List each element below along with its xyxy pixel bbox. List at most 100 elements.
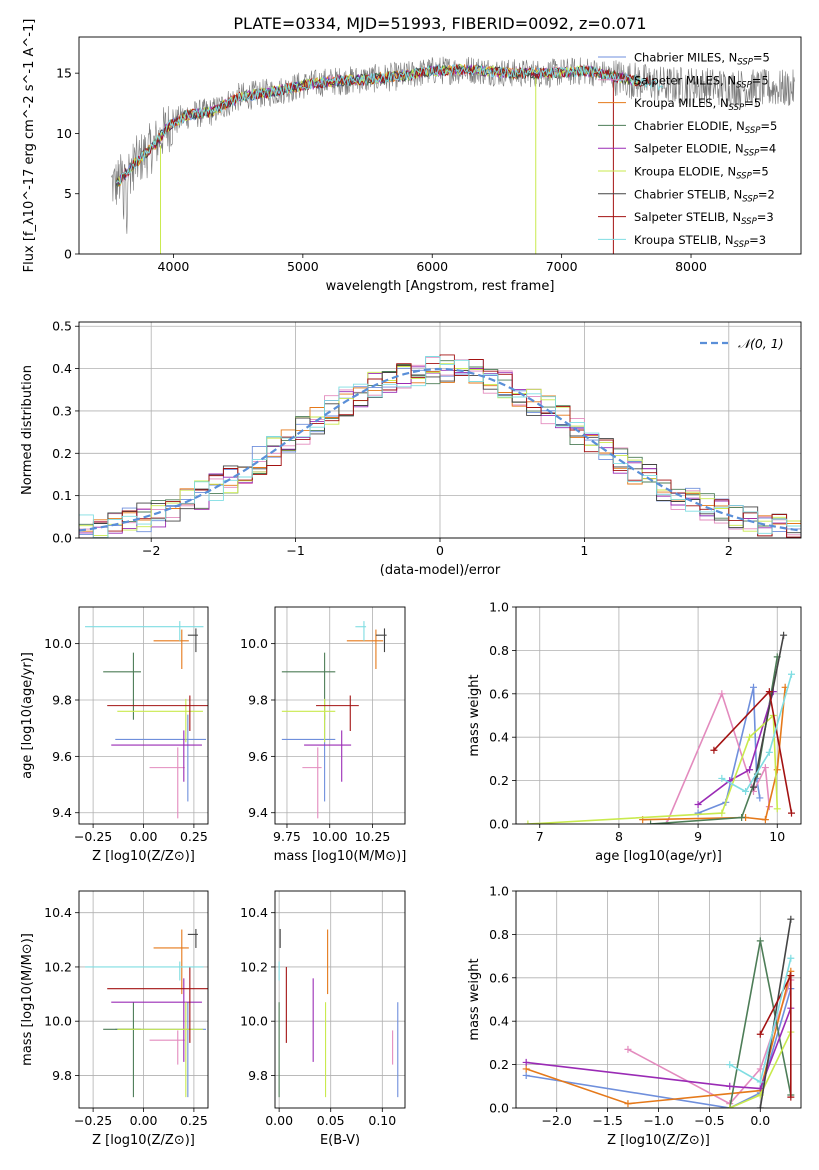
data-point-marker <box>787 972 795 980</box>
errorbar-kroupa-miles <box>153 629 189 669</box>
legend-label: Salpeter ELODIE, NSSP=4 <box>634 142 776 159</box>
legend-label: Salpeter MILES, NSSP=5 <box>634 73 769 90</box>
errorbar-salpeter-stelib <box>107 966 208 1043</box>
x-tick-label: −0.25 <box>74 829 112 844</box>
series-line <box>697 691 775 806</box>
x-tick-label: 10.00 <box>312 829 348 844</box>
y-axis-label: mass weight <box>467 958 482 1040</box>
x-tick-label: −1 <box>286 543 304 558</box>
data-point-marker <box>787 954 795 962</box>
errorbar-salpeter-miles <box>302 747 322 819</box>
y-tick-label: 9.4 <box>248 805 268 820</box>
series-line <box>713 689 793 814</box>
x-tick-label: 0.25 <box>180 829 208 844</box>
data-point-marker <box>738 813 746 821</box>
x-tick-label: 0.00 <box>265 1113 293 1128</box>
series-chabrier-elodie <box>647 653 781 824</box>
series-kroupa-elodie <box>524 712 781 824</box>
data-point-marker <box>718 690 726 698</box>
x-tick-label: 0 <box>436 543 444 558</box>
y-tick-label: 5 <box>64 186 72 201</box>
errorbar-chabrier-miles <box>281 714 336 802</box>
data-point-marker <box>746 733 754 741</box>
series-line <box>526 988 792 1108</box>
x-tick-label: −1.0 <box>643 1113 673 1128</box>
y-tick-label: 9.8 <box>52 1068 72 1083</box>
data-point-marker <box>756 794 764 802</box>
y-tick-label: 0.4 <box>489 730 509 745</box>
y-tick-label: 0.0 <box>52 531 72 546</box>
series-line <box>627 979 792 1105</box>
errorbar-kroupa-stelib <box>85 621 204 641</box>
data-point-marker <box>788 809 795 817</box>
residual-hist-panel: −2 −1 0 1 2 0.0 0.1 0.2 0.3 0.4 0.5 (data-model)/er… <box>20 319 802 578</box>
figure-title: PLATE=0334, MJD=51993, FIBERID=0092, z=0… <box>233 14 646 33</box>
x-tick-label: 0.25 <box>180 1113 208 1128</box>
spectrum-plot-area <box>111 56 795 254</box>
data-point-marker <box>787 1093 795 1101</box>
y-tick-label: 0.1 <box>52 488 72 503</box>
y-tick-label: 10.0 <box>44 1014 72 1029</box>
y-tick-label: 10.4 <box>240 905 268 920</box>
y-tick-label: 9.4 <box>52 805 72 820</box>
normal-curve <box>79 367 801 532</box>
data-point-marker <box>522 1065 530 1073</box>
y-tick-label: 0.4 <box>489 1014 509 1029</box>
x-tick-label: 6000 <box>416 259 448 274</box>
series-line <box>526 1007 792 1090</box>
data-point-marker <box>773 805 781 813</box>
data-point-marker <box>761 816 769 824</box>
data-point-marker <box>524 820 532 824</box>
x-axis-label: E(B-V) <box>320 1133 360 1148</box>
y-tick-label: 0 <box>64 247 72 262</box>
x-tick-label: 5000 <box>287 259 319 274</box>
x-tick-label: 7 <box>536 829 544 844</box>
x-axis-label: mass [log10(M/M⊙)] <box>274 849 407 864</box>
data-point-marker <box>718 809 726 817</box>
y-tick-label: 0.4 <box>52 361 72 376</box>
errorbar-kroupa-stelib <box>85 961 204 981</box>
errorbar-plot-area <box>85 928 208 1098</box>
series-line <box>721 674 793 793</box>
data-point-marker <box>756 1104 764 1108</box>
x-tick-label: 9.75 <box>273 829 301 844</box>
series-line <box>527 713 779 824</box>
data-point-marker <box>522 1058 530 1066</box>
errorbar-chabrier-stelib <box>187 928 198 948</box>
y-tick-label: 0.6 <box>489 686 509 701</box>
data-point-marker <box>718 774 726 782</box>
errorbar-chabrier-elodie <box>103 1002 141 1098</box>
errorbar-chabrier-miles <box>115 1002 206 1098</box>
hist-step-kroupa-stelib <box>79 356 801 538</box>
errorbar-salpeter-elodie <box>111 730 202 782</box>
series-chabrier-stelib <box>756 915 795 1108</box>
x-tick-label: 0.0 <box>750 1113 770 1128</box>
data-point-marker <box>756 1065 764 1073</box>
series-line <box>752 635 785 788</box>
x-tick-label: −0.5 <box>694 1113 724 1128</box>
y-tick-label: 0.0 <box>489 1101 509 1116</box>
legend-label: Chabrier MILES, NSSP=5 <box>634 51 770 68</box>
y-tick-label: 10.2 <box>240 959 268 974</box>
errorbar-salpeter-miles <box>149 747 185 819</box>
series-kroupa-stelib <box>726 954 795 1086</box>
legend-label: Chabrier ELODIE, NSSP=5 <box>634 119 777 136</box>
y-tick-label: 9.8 <box>248 1068 268 1083</box>
data-point-marker <box>694 800 702 808</box>
x-axis-label: (data-model)/error <box>380 563 501 578</box>
x-tick-label: 0.10 <box>368 1113 396 1128</box>
errorbar-chabrier-elodie <box>281 652 336 720</box>
series-line <box>759 919 792 1108</box>
y-tick-label: 10 <box>56 126 72 141</box>
x-axis-label: wavelength [Angstrom, rest frame] <box>326 279 555 294</box>
series-salpeter-stelib <box>710 688 795 817</box>
axes-frame <box>274 606 406 825</box>
errorbar-salpeter-elodie <box>111 978 202 1062</box>
series-kroupa-miles <box>639 683 789 824</box>
data-point-marker <box>756 937 764 945</box>
data-point-marker <box>787 915 795 923</box>
y-tick-label: 10.4 <box>44 905 72 920</box>
x-tick-label: −1.5 <box>592 1113 622 1128</box>
y-tick-label: 0.8 <box>489 927 509 942</box>
